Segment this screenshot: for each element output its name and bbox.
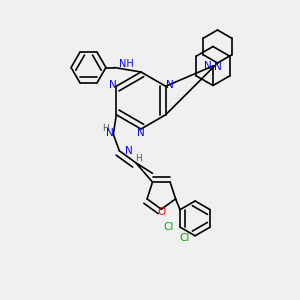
Text: H: H	[102, 124, 109, 133]
Text: NH: NH	[118, 59, 134, 69]
Text: Cl: Cl	[179, 233, 190, 243]
Text: N: N	[214, 61, 221, 72]
Text: N: N	[166, 80, 173, 90]
Text: H: H	[135, 154, 142, 163]
Text: O: O	[157, 207, 165, 217]
Text: N: N	[106, 128, 114, 138]
Text: N: N	[125, 146, 133, 156]
Text: Cl: Cl	[163, 222, 173, 232]
Text: N: N	[137, 128, 145, 138]
Text: N: N	[204, 61, 212, 71]
Text: N: N	[109, 80, 116, 90]
